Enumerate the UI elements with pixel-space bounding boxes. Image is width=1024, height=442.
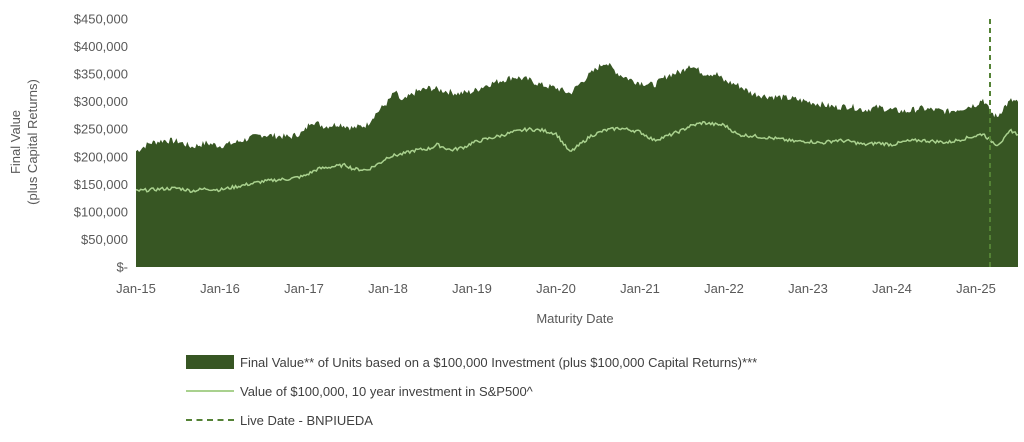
legend-label-final-value: Final Value** of Units based on a $100,0… [240, 354, 758, 370]
x-tick-label: Jan-17 [284, 281, 324, 296]
x-axis-ticks: Jan-15 Jan-16 Jan-17 Jan-18 Jan-19 Jan-20 Jan-… [116, 281, 996, 296]
x-tick-label: Jan-20 [536, 281, 576, 296]
x-tick-label: Jan-24 [872, 281, 912, 296]
legend-swatch-line [186, 390, 234, 392]
legend-item-live-date: Live Date - BNPIUEDA [186, 408, 757, 432]
legend-label-sp500: Value of $100,000, 10 year investment in… [240, 383, 533, 399]
legend-swatch-area [186, 355, 234, 369]
series-line-sp500 [135, 120, 1019, 194]
legend-swatch-dash [186, 419, 234, 421]
y-tick-label: $200,000 [74, 149, 128, 164]
y-tick-label: $100,000 [74, 204, 128, 219]
x-tick-label: Jan-25 [956, 281, 996, 296]
x-tick-label: Jan-19 [452, 281, 492, 296]
legend-item-sp500: Value of $100,000, 10 year investment in… [186, 379, 757, 403]
x-axis-title: Maturity Date [536, 311, 613, 326]
y-tick-label: $450,000 [74, 12, 128, 27]
legend: Final Value** of Units based on a $100,0… [186, 350, 757, 437]
plot-area [135, 19, 1019, 268]
y-tick-label: $400,000 [74, 39, 128, 54]
x-tick-label: Jan-16 [200, 281, 240, 296]
x-tick-label: Jan-15 [116, 281, 156, 296]
x-tick-label: Jan-21 [620, 281, 660, 296]
x-tick-label: Jan-23 [788, 281, 828, 296]
y-axis-ticks: $450,000 $400,000 $350,000 $300,000 $250,000… [74, 12, 128, 275]
y-tick-label: $150,000 [74, 177, 128, 192]
series-area-final-value [136, 62, 1018, 268]
y-axis-title-line-2: (plus Capital Returns) [25, 79, 40, 205]
x-tick-label: Jan-22 [704, 281, 744, 296]
y-axis-title: Final Value (plus Capital Returns) [8, 79, 40, 205]
y-axis-title-line-1: Final Value [8, 110, 23, 174]
y-tick-label: $250,000 [74, 122, 128, 137]
legend-item-final-value: Final Value** of Units based on a $100,0… [186, 350, 757, 374]
legend-label-live-date: Live Date - BNPIUEDA [240, 412, 373, 428]
x-tick-label: Jan-18 [368, 281, 408, 296]
y-tick-label: $- [116, 260, 128, 275]
y-tick-label: $350,000 [74, 67, 128, 82]
y-tick-label: $300,000 [74, 94, 128, 109]
y-tick-label: $50,000 [81, 232, 128, 247]
